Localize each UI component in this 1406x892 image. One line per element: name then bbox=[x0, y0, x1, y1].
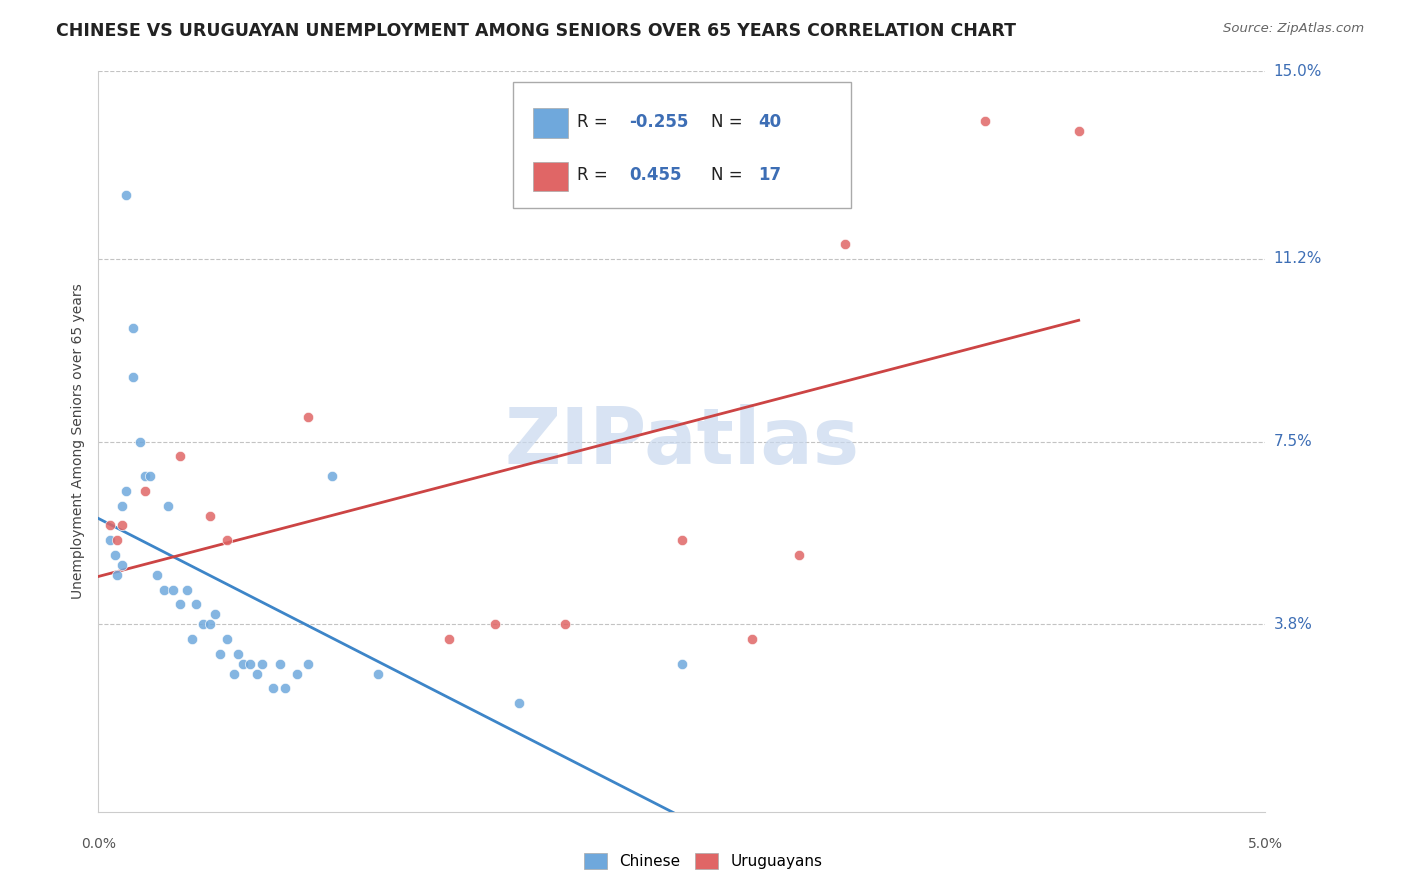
Point bbox=[222, 666, 245, 681]
Point bbox=[111, 558, 134, 572]
Point bbox=[200, 617, 222, 632]
Point bbox=[104, 548, 127, 562]
Point bbox=[321, 469, 343, 483]
Point bbox=[122, 370, 145, 384]
Text: 0.455: 0.455 bbox=[630, 166, 682, 184]
Text: 0.0%: 0.0% bbox=[82, 837, 115, 851]
Point bbox=[741, 632, 763, 646]
Point bbox=[285, 666, 308, 681]
FancyBboxPatch shape bbox=[533, 109, 568, 138]
Point bbox=[157, 499, 180, 513]
Point bbox=[169, 450, 191, 464]
Point bbox=[1067, 123, 1090, 137]
Point bbox=[274, 681, 297, 696]
Text: 7.5%: 7.5% bbox=[1274, 434, 1312, 449]
Point bbox=[122, 321, 145, 335]
Point bbox=[105, 533, 128, 548]
Point bbox=[554, 617, 576, 632]
Text: -0.255: -0.255 bbox=[630, 112, 689, 131]
Point bbox=[139, 469, 162, 483]
Point bbox=[98, 533, 121, 548]
Point bbox=[115, 187, 138, 202]
Text: 5.0%: 5.0% bbox=[1249, 837, 1282, 851]
Point bbox=[228, 647, 250, 661]
Point bbox=[186, 598, 208, 612]
Text: Source: ZipAtlas.com: Source: ZipAtlas.com bbox=[1223, 22, 1364, 36]
Text: N =: N = bbox=[711, 112, 748, 131]
Text: ZIPatlas: ZIPatlas bbox=[505, 403, 859, 480]
Point bbox=[367, 666, 389, 681]
Point bbox=[134, 483, 156, 498]
Point bbox=[508, 696, 530, 710]
Point bbox=[232, 657, 254, 671]
Point bbox=[297, 409, 319, 424]
Point bbox=[169, 598, 191, 612]
Point bbox=[250, 657, 273, 671]
Point bbox=[787, 548, 810, 562]
Text: R =: R = bbox=[576, 166, 613, 184]
FancyBboxPatch shape bbox=[533, 161, 568, 191]
Text: R =: R = bbox=[576, 112, 613, 131]
Point bbox=[111, 499, 134, 513]
Point bbox=[111, 518, 134, 533]
Point bbox=[204, 607, 226, 622]
Point bbox=[269, 657, 291, 671]
Point bbox=[98, 518, 121, 533]
Point bbox=[193, 617, 215, 632]
Point bbox=[146, 567, 169, 582]
Point bbox=[437, 632, 460, 646]
Point bbox=[129, 434, 152, 449]
FancyBboxPatch shape bbox=[513, 82, 851, 209]
Point bbox=[263, 681, 285, 696]
Point bbox=[134, 469, 156, 483]
Legend: Chinese, Uruguayans: Chinese, Uruguayans bbox=[578, 847, 828, 875]
Point bbox=[115, 483, 138, 498]
Point bbox=[162, 582, 184, 597]
Point bbox=[834, 237, 856, 252]
Text: CHINESE VS URUGUAYAN UNEMPLOYMENT AMONG SENIORS OVER 65 YEARS CORRELATION CHART: CHINESE VS URUGUAYAN UNEMPLOYMENT AMONG … bbox=[56, 22, 1017, 40]
Point bbox=[484, 617, 506, 632]
Point bbox=[208, 647, 231, 661]
Point bbox=[176, 582, 198, 597]
Point bbox=[152, 582, 174, 597]
Point bbox=[215, 533, 238, 548]
Point bbox=[974, 113, 997, 128]
Point bbox=[671, 533, 693, 548]
Point bbox=[200, 508, 222, 523]
Text: 17: 17 bbox=[758, 166, 780, 184]
Point bbox=[105, 567, 128, 582]
Text: 40: 40 bbox=[758, 112, 780, 131]
Point bbox=[671, 657, 693, 671]
Text: N =: N = bbox=[711, 166, 748, 184]
Point bbox=[180, 632, 202, 646]
Text: 15.0%: 15.0% bbox=[1274, 64, 1322, 78]
Text: 3.8%: 3.8% bbox=[1274, 616, 1313, 632]
Y-axis label: Unemployment Among Seniors over 65 years: Unemployment Among Seniors over 65 years bbox=[70, 284, 84, 599]
Point bbox=[297, 657, 319, 671]
Point bbox=[239, 657, 262, 671]
Point bbox=[215, 632, 238, 646]
Text: 11.2%: 11.2% bbox=[1274, 252, 1322, 267]
Point bbox=[246, 666, 269, 681]
